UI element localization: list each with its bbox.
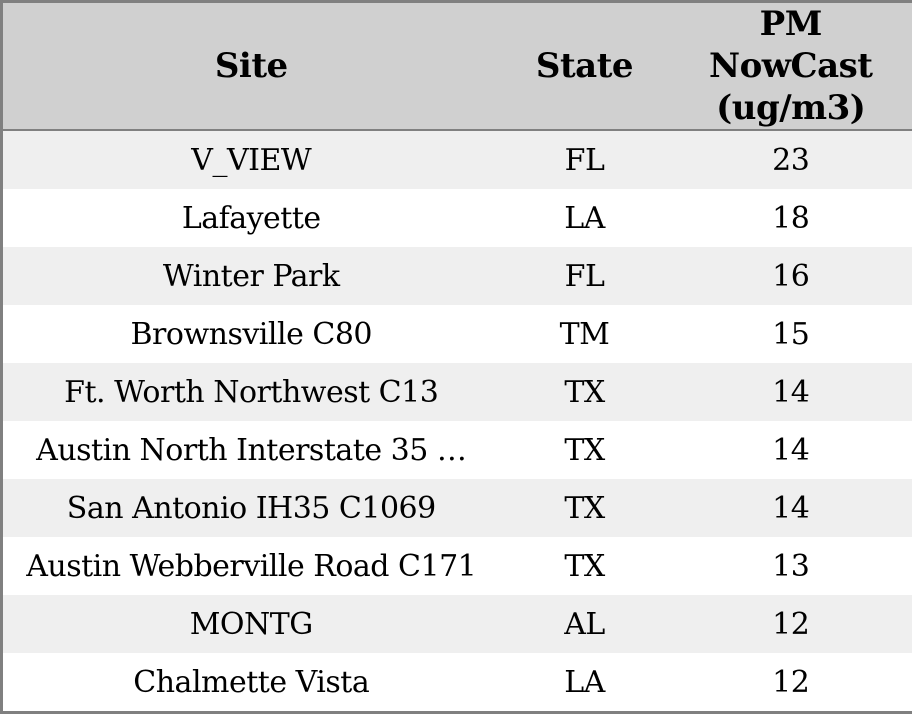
cell-state: TM — [500, 305, 670, 363]
cell-site: V_VIEW — [2, 130, 500, 189]
cell-pm-nowcast: 15 — [670, 305, 912, 363]
cell-pm-nowcast: 16 — [670, 247, 912, 305]
cell-site: Winter Park — [2, 247, 500, 305]
table-row: Austin Webberville Road C171 TX 13 — [2, 537, 912, 595]
cell-state: FL — [500, 130, 670, 189]
table-row: MONTG AL 12 — [2, 595, 912, 653]
cell-site: MONTG — [2, 595, 500, 653]
cell-state: FL — [500, 247, 670, 305]
cell-state: TX — [500, 363, 670, 421]
cell-state: LA — [500, 653, 670, 713]
table-row: San Antonio IH35 C1069 TX 14 — [2, 479, 912, 537]
column-header-site: Site — [2, 2, 500, 131]
cell-site: Brownsville C80 — [2, 305, 500, 363]
cell-site: San Antonio IH35 C1069 — [2, 479, 500, 537]
table-row: Brownsville C80 TM 15 — [2, 305, 912, 363]
cell-pm-nowcast: 12 — [670, 653, 912, 713]
column-header-site-label: Site — [215, 46, 288, 86]
table-row: Lafayette LA 18 — [2, 189, 912, 247]
table-row: Winter Park FL 16 — [2, 247, 912, 305]
cell-site: Lafayette — [2, 189, 500, 247]
cell-site: Ft. Worth Northwest C13 — [2, 363, 500, 421]
cell-state: TX — [500, 421, 670, 479]
table-body: V_VIEW FL 23 Lafayette LA 18 Winter Park… — [2, 130, 912, 713]
table-row: Chalmette Vista LA 12 — [2, 653, 912, 713]
cell-site: Chalmette Vista — [2, 653, 500, 713]
cell-site: Austin North Interstate 35 … — [2, 421, 500, 479]
cell-state: TX — [500, 537, 670, 595]
cell-pm-nowcast: 23 — [670, 130, 912, 189]
table-header: Site State PM NowCast (ug/m3) — [2, 2, 912, 131]
cell-pm-nowcast: 14 — [670, 363, 912, 421]
cell-pm-nowcast: 18 — [670, 189, 912, 247]
cell-state: AL — [500, 595, 670, 653]
cell-state: TX — [500, 479, 670, 537]
column-header-state: State — [500, 2, 670, 131]
column-header-state-label: State — [536, 46, 633, 86]
column-header-pm-nowcast-label: PM NowCast (ug/m3) — [701, 3, 881, 129]
table-row: Ft. Worth Northwest C13 TX 14 — [2, 363, 912, 421]
table-row: V_VIEW FL 23 — [2, 130, 912, 189]
cell-pm-nowcast: 14 — [670, 479, 912, 537]
header-row: Site State PM NowCast (ug/m3) — [2, 2, 912, 131]
cell-state: LA — [500, 189, 670, 247]
column-header-pm-nowcast: PM NowCast (ug/m3) — [670, 2, 912, 131]
cell-pm-nowcast: 12 — [670, 595, 912, 653]
cell-pm-nowcast: 13 — [670, 537, 912, 595]
cell-site: Austin Webberville Road C171 — [2, 537, 500, 595]
cell-pm-nowcast: 14 — [670, 421, 912, 479]
table-row: Austin North Interstate 35 … TX 14 — [2, 421, 912, 479]
